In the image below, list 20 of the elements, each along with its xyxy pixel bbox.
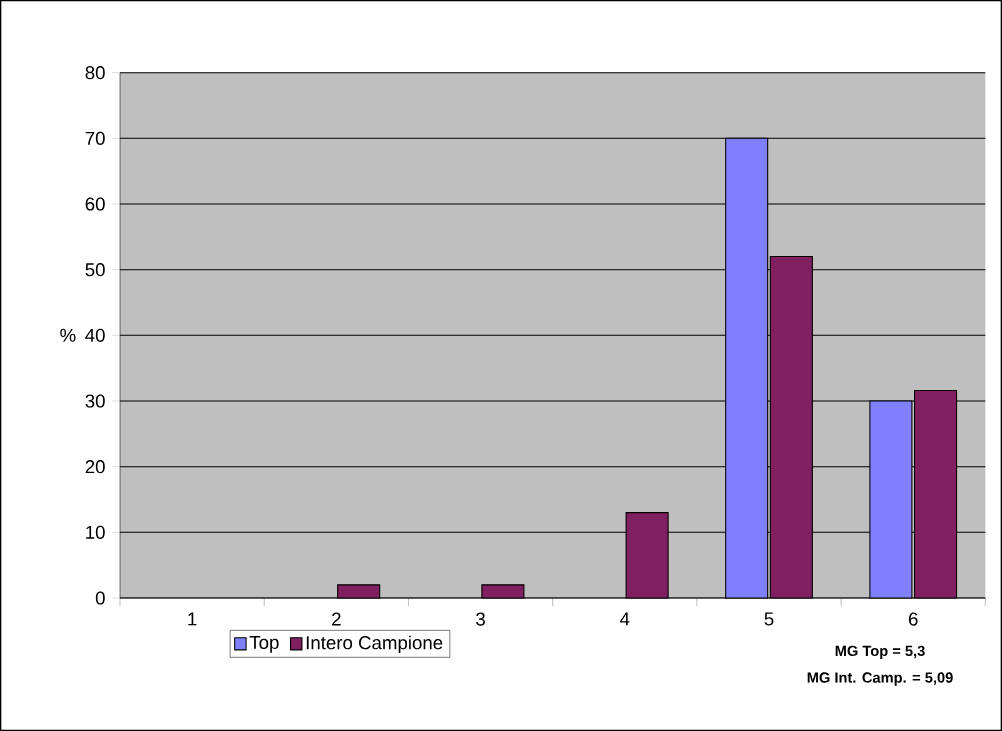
y-tick-label: 40	[85, 328, 105, 342]
x-tick-label: 2	[332, 612, 341, 626]
y-tick-label: 70	[85, 131, 105, 145]
y-tick-label: 80	[85, 66, 105, 80]
y-tick-label: 50	[85, 263, 105, 277]
y-axis-title: %	[60, 328, 76, 342]
text: MG Int. Camp. = 5,09	[807, 672, 953, 686]
text: MG Top = 5,3	[835, 645, 925, 659]
x-tick-label: 3	[476, 612, 485, 626]
y-tick-label: 0	[95, 591, 105, 605]
y-tick-label: 60	[85, 197, 105, 211]
y-tick-label: 30	[85, 394, 105, 408]
y-tick-label: 20	[85, 460, 105, 474]
legend-label: Top	[249, 635, 279, 653]
x-tick-label: 6	[908, 612, 918, 626]
y-tick-label: 10	[86, 525, 105, 539]
x-tick-label: 4	[620, 612, 630, 626]
x-tick-label: 5	[764, 612, 774, 626]
x-tick-label: 1	[188, 612, 197, 626]
legend-label: Intero Campione	[306, 635, 443, 654]
